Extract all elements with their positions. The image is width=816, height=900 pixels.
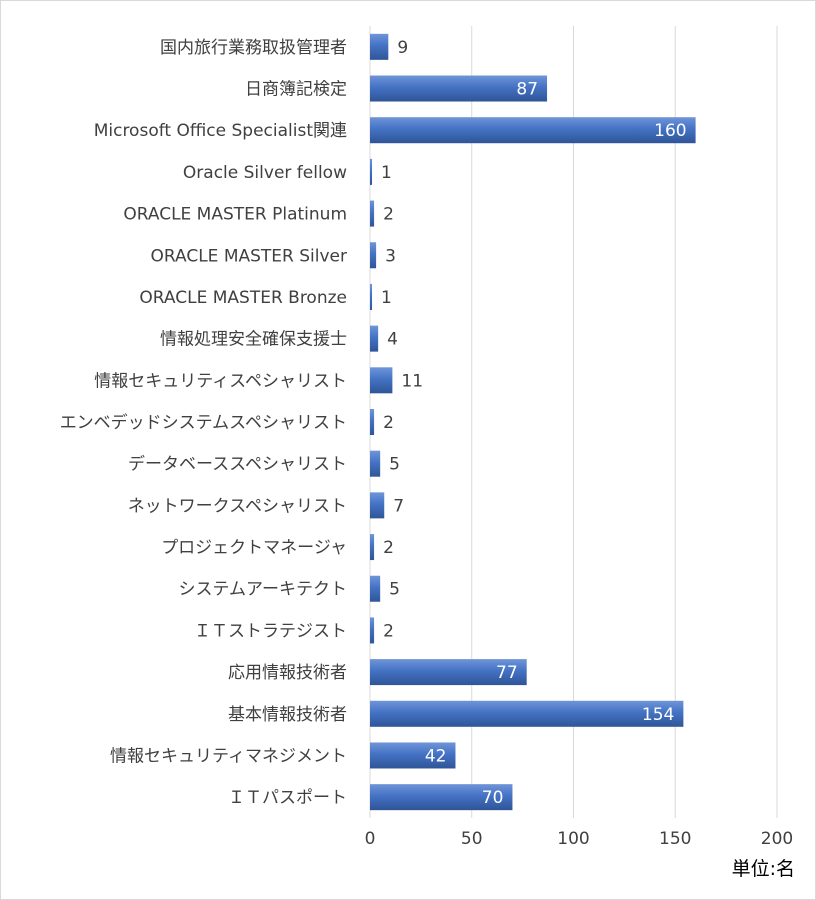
data-label: 2 [383, 621, 394, 641]
bar [370, 33, 389, 60]
data-label: 5 [389, 580, 400, 600]
category-label: エンベデッドシステムスペシャリスト [60, 412, 347, 433]
category-label: 国内旅行業務取扱管理者 [160, 38, 347, 58]
gridlines [369, 26, 778, 818]
x-tick-label: 200 [761, 829, 793, 849]
data-label: 2 [383, 205, 394, 225]
category-label: 日商簿記検定 [245, 80, 347, 100]
data-label: 4 [387, 330, 398, 350]
bar [370, 242, 377, 269]
data-label: 2 [383, 538, 394, 558]
data-label: 70 [482, 788, 504, 808]
data-label: 5 [389, 455, 400, 475]
data-label: 7 [393, 496, 404, 516]
bar [370, 617, 375, 644]
bar [370, 75, 548, 102]
x-tick-label: 0 [365, 829, 376, 849]
category-label: 応用情報技術者 [228, 663, 347, 683]
data-label: 154 [642, 705, 674, 725]
category-label: システムアーキテクト [179, 580, 347, 600]
bar [370, 492, 385, 519]
bar [370, 117, 696, 144]
category-label: ＩＴパスポート [228, 788, 347, 808]
bar [370, 283, 373, 310]
category-label: ORACLE MASTER Silver [151, 246, 348, 266]
bar [370, 575, 381, 602]
data-label: 87 [516, 80, 538, 100]
bar [370, 325, 379, 352]
category-label: ネットワークスペシャリスト [128, 496, 347, 516]
labels: 0 50 100 150 200 国内旅行業務取扱管理者 9 日商簿記検定 87 Microsof… [60, 38, 794, 849]
data-label: 77 [496, 663, 518, 683]
bar [370, 450, 381, 477]
category-label: 情報処理安全確保支援士 [160, 330, 347, 350]
bar [370, 659, 527, 686]
category-label: ORACLE MASTER Platinum [123, 205, 347, 225]
data-label: 9 [397, 38, 408, 58]
category-label: 基本情報技術者 [228, 705, 347, 725]
data-label: 11 [401, 371, 423, 391]
bar [370, 700, 684, 727]
x-tick-label: 100 [557, 829, 589, 849]
data-label: 3 [385, 246, 396, 266]
bar [370, 367, 393, 394]
bar [370, 409, 375, 435]
category-label: プロジェクトマネージャ [161, 538, 347, 558]
bar [370, 534, 375, 561]
category-label: 情報セキュリティマネジメント [110, 746, 347, 766]
category-label: Microsoft Office Specialist関連 [94, 121, 347, 141]
x-tick-label: 150 [659, 829, 691, 849]
x-tick-label: 50 [461, 829, 483, 849]
category-label: ＩＴストラテジスト [194, 621, 347, 641]
data-label: 1 [381, 288, 392, 308]
bars [370, 33, 696, 811]
category-label: ORACLE MASTER Bronze [139, 288, 347, 308]
data-label: 160 [654, 121, 686, 141]
category-label: 情報セキュリティスペシャリスト [94, 371, 347, 391]
data-label: 42 [425, 746, 447, 766]
category-label: データベーススペシャリスト [128, 454, 347, 475]
bar [370, 784, 513, 811]
category-label: Oracle Silver fellow [183, 163, 347, 183]
bar [370, 200, 375, 227]
bar [370, 158, 373, 185]
unit-label: 単位:名 [732, 858, 795, 880]
data-label: 2 [383, 413, 394, 433]
bar [370, 742, 456, 769]
data-label: 1 [381, 163, 392, 183]
